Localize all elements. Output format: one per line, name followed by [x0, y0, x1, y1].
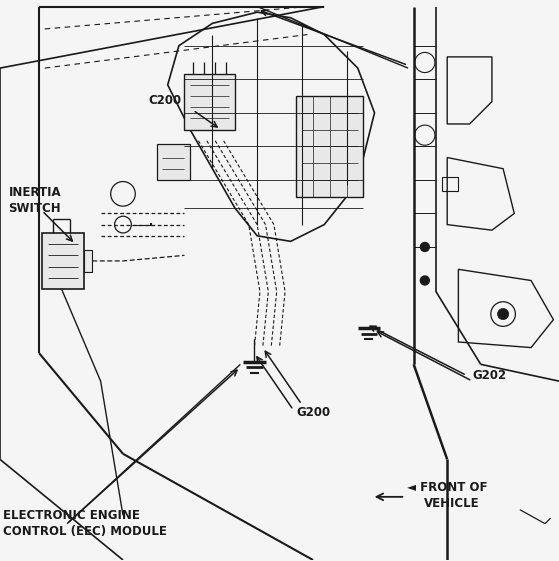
- Text: C200: C200: [148, 94, 181, 107]
- Text: G200: G200: [296, 406, 330, 419]
- Circle shape: [420, 242, 429, 251]
- Text: CONTROL (EEC) MODULE: CONTROL (EEC) MODULE: [3, 525, 167, 537]
- Text: ◄ FRONT OF: ◄ FRONT OF: [407, 481, 487, 494]
- Bar: [157, 144, 190, 180]
- Bar: [42, 233, 84, 289]
- Text: G202: G202: [472, 369, 506, 382]
- Text: SWITCH: SWITCH: [8, 201, 61, 214]
- Circle shape: [498, 309, 509, 320]
- Bar: [184, 73, 235, 130]
- Circle shape: [420, 276, 429, 285]
- Text: VEHICLE: VEHICLE: [424, 496, 480, 510]
- Bar: [442, 177, 458, 191]
- Text: INERTIA: INERTIA: [8, 186, 61, 200]
- Text: ELECTRONIC ENGINE: ELECTRONIC ENGINE: [3, 509, 140, 522]
- Bar: [84, 250, 92, 272]
- Bar: [296, 96, 363, 197]
